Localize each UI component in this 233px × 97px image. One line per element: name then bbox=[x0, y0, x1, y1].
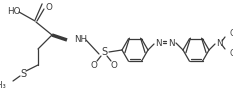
Text: N: N bbox=[216, 39, 222, 48]
Text: CH₃: CH₃ bbox=[230, 48, 233, 58]
Text: O: O bbox=[91, 61, 97, 71]
Text: CH₃: CH₃ bbox=[230, 29, 233, 38]
Text: S: S bbox=[20, 69, 26, 79]
Text: HO: HO bbox=[7, 6, 21, 16]
Text: N: N bbox=[168, 39, 174, 48]
Text: N: N bbox=[155, 39, 161, 48]
Text: O: O bbox=[111, 61, 117, 71]
Text: NH: NH bbox=[74, 36, 87, 45]
Text: O: O bbox=[46, 3, 53, 12]
Text: S: S bbox=[101, 47, 107, 57]
Text: CH₃: CH₃ bbox=[0, 81, 6, 91]
